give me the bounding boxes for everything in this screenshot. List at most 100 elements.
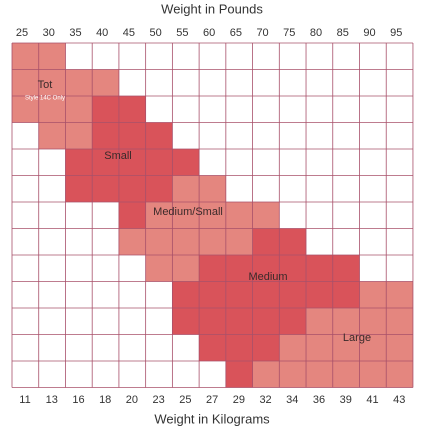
cell bbox=[145, 122, 173, 149]
cell bbox=[172, 308, 200, 335]
bottom-axis-label: 27 bbox=[206, 394, 218, 406]
cell bbox=[252, 255, 280, 282]
cell bbox=[359, 361, 387, 388]
cell bbox=[252, 202, 280, 229]
cell bbox=[65, 175, 93, 202]
cell bbox=[332, 361, 360, 388]
cell bbox=[306, 308, 333, 335]
grid-cells bbox=[12, 43, 413, 388]
cell bbox=[306, 281, 333, 308]
cell bbox=[252, 308, 280, 335]
bottom-axis-label: 36 bbox=[313, 394, 325, 406]
cell bbox=[279, 228, 307, 255]
cell bbox=[225, 334, 253, 361]
cell bbox=[225, 361, 253, 388]
cell bbox=[65, 96, 93, 123]
cell bbox=[92, 175, 119, 202]
cell bbox=[172, 281, 200, 308]
cell bbox=[199, 255, 226, 282]
top-axis-label: 45 bbox=[123, 27, 135, 39]
cell bbox=[12, 69, 39, 96]
bottom-axis-label: 29 bbox=[233, 394, 245, 406]
labels: 25 30 35 40 45 50 55 60 65 70 75 80 85 90 95 11 13 16 18 20… bbox=[16, 27, 405, 406]
top-axis-label: 30 bbox=[43, 27, 55, 39]
cell bbox=[92, 122, 119, 149]
bottom-axis-title: Weight in Kilograms bbox=[154, 411, 270, 426]
top-axis-label: 60 bbox=[203, 27, 215, 39]
cell bbox=[386, 334, 413, 361]
cell bbox=[145, 228, 173, 255]
cell bbox=[279, 281, 307, 308]
cell bbox=[279, 255, 307, 282]
cell bbox=[199, 308, 226, 335]
cell bbox=[92, 69, 119, 96]
cell bbox=[92, 149, 119, 176]
cell bbox=[359, 334, 387, 361]
cell bbox=[225, 308, 253, 335]
cell bbox=[172, 202, 200, 229]
cell bbox=[306, 361, 333, 388]
cell bbox=[199, 228, 226, 255]
top-axis-label: 65 bbox=[230, 27, 242, 39]
top-axis-label: 75 bbox=[283, 27, 295, 39]
cell bbox=[118, 96, 146, 123]
bottom-axis-label: 34 bbox=[286, 394, 298, 406]
bottom-axis-label: 39 bbox=[340, 394, 352, 406]
cell bbox=[145, 202, 173, 229]
grid-lines bbox=[11, 42, 414, 388]
cell bbox=[199, 175, 226, 202]
cell bbox=[279, 361, 307, 388]
cell bbox=[145, 255, 173, 282]
cell bbox=[386, 308, 413, 335]
cell bbox=[332, 308, 360, 335]
cell bbox=[92, 96, 119, 123]
cell bbox=[38, 96, 66, 123]
cell bbox=[118, 149, 146, 176]
bottom-axis-label: 43 bbox=[393, 394, 405, 406]
cell bbox=[118, 202, 146, 229]
cell bbox=[225, 202, 253, 229]
cell bbox=[38, 69, 66, 96]
top-axis-label: 80 bbox=[310, 27, 322, 39]
bottom-axis-label: 13 bbox=[46, 394, 58, 406]
cell bbox=[172, 228, 200, 255]
cell bbox=[199, 202, 226, 229]
cell bbox=[65, 69, 93, 96]
top-axis-label: 70 bbox=[256, 27, 268, 39]
top-axis-label: 95 bbox=[390, 27, 402, 39]
cell bbox=[252, 228, 280, 255]
region-label: Medium/Small bbox=[153, 206, 223, 218]
cell bbox=[279, 308, 307, 335]
cell bbox=[65, 122, 93, 149]
cell bbox=[386, 361, 413, 388]
cell bbox=[332, 334, 360, 361]
top-axis-label: 90 bbox=[363, 27, 375, 39]
cell bbox=[279, 334, 307, 361]
bottom-axis-label: 23 bbox=[153, 394, 165, 406]
bottom-axis-label: 41 bbox=[366, 394, 378, 406]
cell bbox=[332, 255, 360, 282]
region-label: Small bbox=[104, 150, 132, 162]
cell bbox=[145, 149, 173, 176]
cell bbox=[118, 228, 146, 255]
cell bbox=[172, 149, 200, 176]
cell bbox=[252, 361, 280, 388]
cell bbox=[359, 281, 387, 308]
bottom-axis-label: 32 bbox=[259, 394, 271, 406]
top-axis-label: 85 bbox=[337, 27, 349, 39]
region-note: Style 14C Only bbox=[25, 96, 65, 102]
cell bbox=[12, 96, 39, 123]
top-axis-label: 35 bbox=[69, 27, 81, 39]
cell bbox=[172, 255, 200, 282]
bottom-axis-label: 16 bbox=[72, 394, 84, 406]
cell bbox=[65, 149, 93, 176]
cell bbox=[359, 308, 387, 335]
cell bbox=[306, 255, 333, 282]
bottom-axis-label: 18 bbox=[99, 394, 111, 406]
cell bbox=[118, 175, 146, 202]
cell bbox=[386, 281, 413, 308]
cell bbox=[225, 255, 253, 282]
cell bbox=[225, 281, 253, 308]
top-axis-label: 55 bbox=[176, 27, 188, 39]
